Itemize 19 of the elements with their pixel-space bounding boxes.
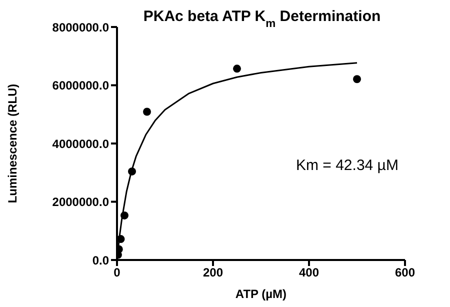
- point: [120, 211, 128, 220]
- point: [117, 235, 125, 244]
- x-tick-label: 400: [298, 266, 320, 280]
- y-tick-label: 0.0: [92, 253, 110, 268]
- point: [143, 108, 151, 116]
- x-tick-label: 200: [202, 266, 224, 280]
- point: [233, 64, 241, 73]
- y-axis-title: Luminescence (RLU): [5, 84, 20, 204]
- y-tick-label: 6000000.0: [52, 78, 110, 93]
- point: [128, 167, 136, 176]
- y-tick-label: 4000000.0: [52, 136, 110, 151]
- chart-title: PKAc beta ATP K$_{m}$ Determination: [143, 8, 381, 30]
- y-tick-label: 8000000.0: [52, 20, 110, 34]
- point: [353, 75, 361, 84]
- annotation: Km = 42.34 µM: [296, 157, 398, 174]
- y-tick-label: 2000000.0: [52, 195, 110, 210]
- x-tick-label: 600: [394, 266, 416, 280]
- x-tick-label: 0: [114, 266, 121, 280]
- x-axis-title: ATP (µM): [235, 287, 287, 301]
